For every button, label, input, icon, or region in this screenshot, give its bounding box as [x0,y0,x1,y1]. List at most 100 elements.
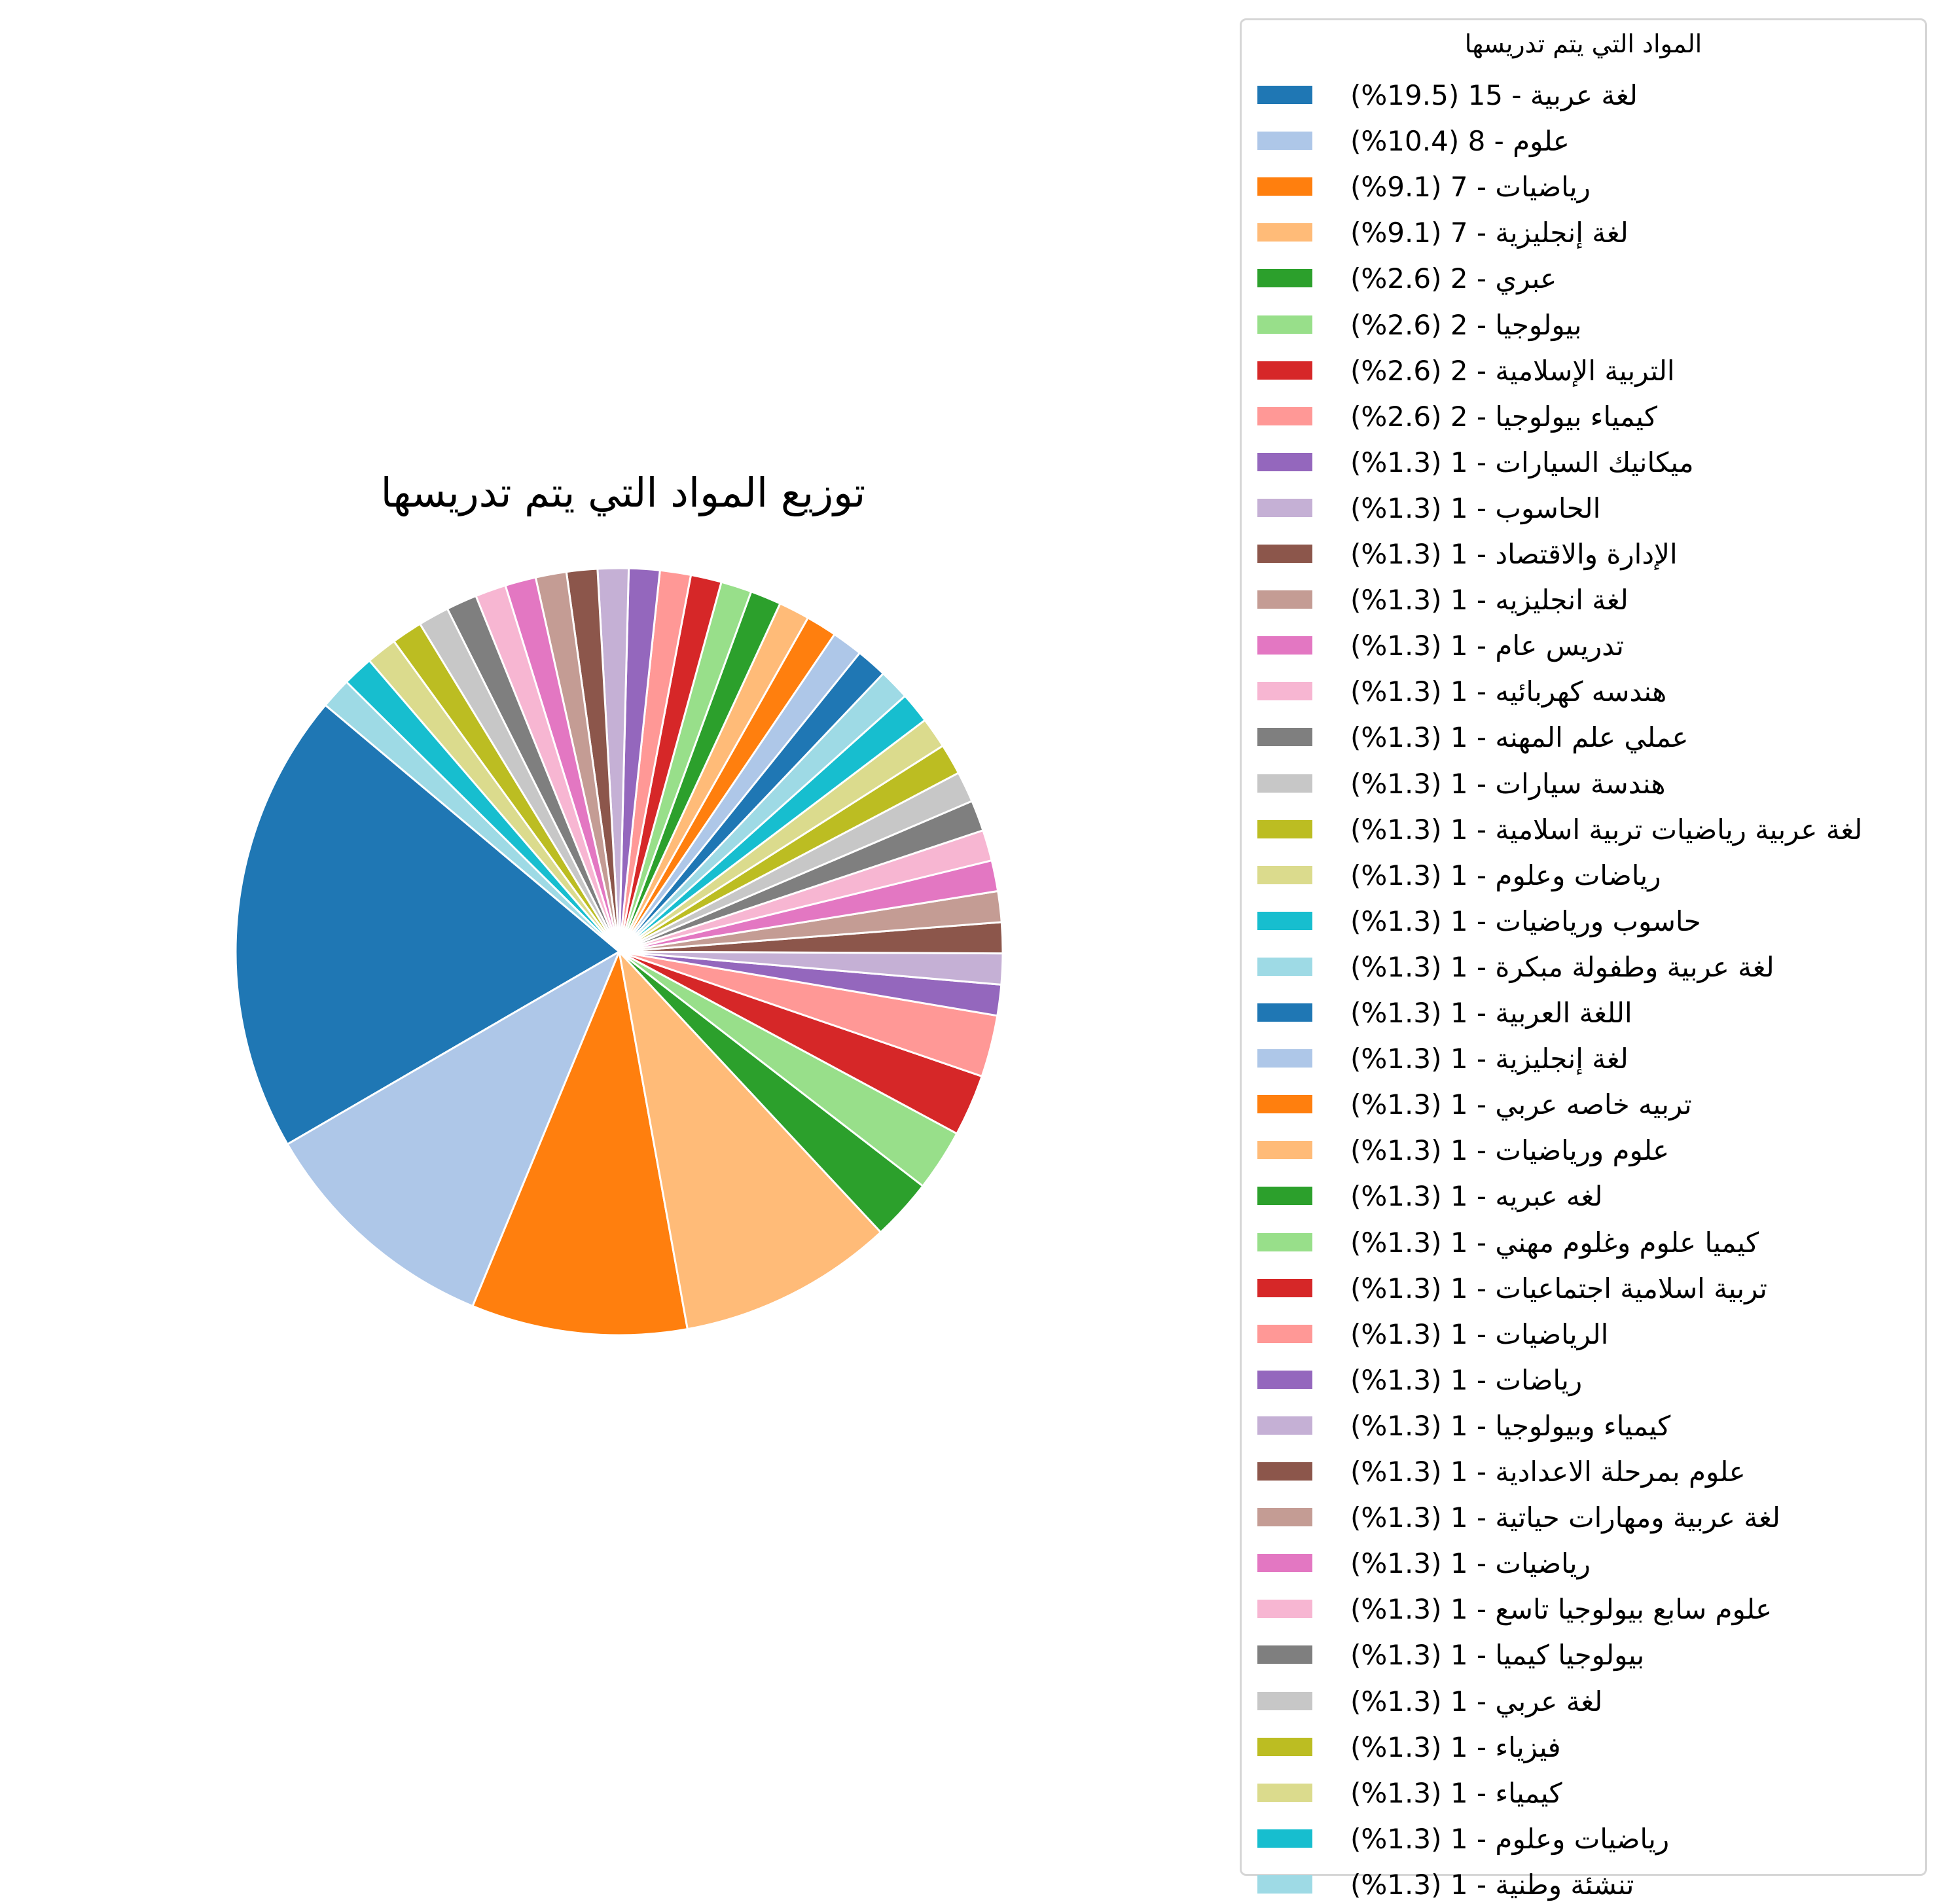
legend-label: رياضات وعلوم - 1 (1.3%) [1350,859,1661,891]
legend-item: كيمياء وبيولوجيا - 1 (1.3%) [1257,1406,1918,1445]
legend-item: لغة عربية رياضيات تربية اسلامية - 1 (1.3… [1257,810,1918,849]
legend-swatch [1257,1049,1312,1068]
legend-swatch [1257,361,1312,380]
legend-swatch [1257,177,1312,196]
legend-item: بيولوجيا كيميا - 1 (1.3%) [1257,1635,1918,1674]
legend-label: تربية اسلامية اجتماعيات - 1 (1.3%) [1350,1272,1767,1304]
legend-label: تنشئة وطنية - 1 (1.3%) [1350,1868,1634,1901]
legend-label: رياضيات - 1 (1.3%) [1350,1547,1591,1580]
legend-label: بيولوجيا - 2 (2.6%) [1350,308,1582,341]
legend-swatch [1257,1095,1312,1114]
legend-label: لغة انجليزيه - 1 (1.3%) [1350,584,1629,617]
legend: المواد التي يتم تدريسها لغة عربية - 15 (… [1240,18,1927,1901]
legend-item: تدريس عام - 1 (1.3%) [1257,626,1918,665]
legend-item: لغه عبريه - 1 (1.3%) [1257,1176,1918,1215]
legend-swatch [1257,223,1312,242]
pie-slices [234,567,1004,1337]
legend-item: لغة إنجليزية - 1 (1.3%) [1257,1039,1918,1078]
legend-title: المواد التي يتم تدريسها [1464,29,1702,58]
legend-item: كيميا علوم وغلوم مهني - 1 (1.3%) [1257,1223,1918,1262]
legend-item: لغة عربية وطفولة مبكرة - 1 (1.3%) [1257,947,1918,986]
legend-swatch [1257,1508,1312,1527]
legend-item: علوم - 8 (10.4%) [1257,121,1918,160]
legend-label: هندسه كهربائيه - 1 (1.3%) [1350,675,1667,708]
legend-swatch [1257,1187,1312,1206]
legend-swatch [1257,1875,1312,1894]
legend-label: عملي علم المهنه - 1 (1.3%) [1350,721,1689,754]
legend-label: فيزياء - 1 (1.3%) [1350,1731,1561,1763]
legend-label: لغة عربية - 15 (19.5%) [1350,79,1638,111]
legend-item: رياضات وعلوم - 1 (1.3%) [1257,855,1918,895]
legend-item: تنشئة وطنية - 1 (1.3%) [1257,1865,1918,1904]
pie-slice-40 [324,681,621,953]
legend-label: رياضيات - 7 (9.1%) [1350,171,1591,204]
legend-label: الحاسوب - 1 (1.3%) [1350,492,1601,524]
legend-swatch [1257,315,1312,334]
legend-item: كيمياء بيولوجيا - 2 (2.6%) [1257,397,1918,436]
legend-label: اللغة العربية - 1 (1.3%) [1350,997,1632,1029]
legend-item: فيزياء - 1 (1.3%) [1257,1727,1918,1767]
legend-label: كيمياء - 1 (1.3%) [1350,1776,1562,1809]
pie-slice-1 [234,704,621,1145]
pie-slice-4 [618,950,882,1331]
legend-item: تربيه خاصه عربي - 1 (1.3%) [1257,1085,1918,1124]
legend-swatch [1257,1324,1312,1343]
chart-title: توزيع المواد التي يتم تدريسها [380,469,866,516]
legend-swatch [1257,728,1312,747]
legend-item: علوم بمرحلة الاعدادية - 1 (1.3%) [1257,1452,1918,1491]
legend-label: الإدارة والاقتصاد - 1 (1.3%) [1350,538,1678,570]
legend-swatch [1257,1645,1312,1664]
legend-swatch [1257,452,1312,471]
legend-swatch [1257,406,1312,425]
legend-label: لغة إنجليزية - 7 (9.1%) [1350,217,1629,249]
legend-swatch [1257,819,1312,838]
legend-item: لغة عربي - 1 (1.3%) [1257,1681,1918,1721]
legend-label: الرياضيات - 1 (1.3%) [1350,1318,1609,1350]
legend-item: الرياضيات - 1 (1.3%) [1257,1314,1918,1354]
legend-swatch [1257,682,1312,701]
legend-swatch [1257,498,1312,517]
legend-item: رياضيات - 1 (1.3%) [1257,1543,1918,1583]
legend-label: كيمياء وبيولوجيا - 1 (1.3%) [1350,1409,1671,1442]
pie-chart [234,567,1004,1337]
legend-swatch [1257,86,1312,104]
legend-item: هندسه كهربائيه - 1 (1.3%) [1257,672,1918,711]
legend-swatch [1257,1416,1312,1435]
pie-slice-3 [471,950,689,1337]
legend-label: لغة عربية ومهارات حياتية - 1 (1.3%) [1350,1501,1780,1534]
legend-item: بيولوجيا - 2 (2.6%) [1257,305,1918,344]
legend-item: اللغة العربية - 1 (1.3%) [1257,993,1918,1032]
legend-label: علوم سابع بيولوجيا تاسع - 1 (1.3%) [1350,1593,1773,1626]
legend-item: رياضيات وعلوم - 1 (1.3%) [1257,1819,1918,1858]
legend-swatch [1257,269,1312,288]
legend-item: لغة عربية ومهارات حياتية - 1 (1.3%) [1257,1498,1918,1537]
legend-swatch [1257,1600,1312,1619]
legend-item: علوم ورياضيات - 1 (1.3%) [1257,1130,1918,1170]
legend-swatch [1257,1370,1312,1389]
legend-label: حاسوب ورياضيات - 1 (1.3%) [1350,905,1701,937]
legend-item: ميكانيك السيارات - 1 (1.3%) [1257,442,1918,482]
legend-label: هندسة سيارات - 1 (1.3%) [1350,767,1666,800]
legend-item: رياضيات - 7 (9.1%) [1257,167,1918,206]
legend-item: تربية اسلامية اجتماعيات - 1 (1.3%) [1257,1268,1918,1308]
legend-label: لغة عربية وطفولة مبكرة - 1 (1.3%) [1350,950,1774,983]
legend-label: تربيه خاصه عربي - 1 (1.3%) [1350,1088,1692,1121]
legend-swatch [1257,590,1312,609]
legend-label: ميكانيك السيارات - 1 (1.3%) [1350,446,1694,478]
legend-label: عبري - 2 (2.6%) [1350,262,1557,295]
legend-swatch [1257,1232,1312,1251]
legend-swatch [1257,1737,1312,1756]
legend-swatch [1257,1691,1312,1710]
legend-swatch [1257,957,1312,976]
legend-swatch [1257,911,1312,930]
legend-swatch [1257,1462,1312,1481]
legend-swatch [1257,132,1312,151]
legend-label: كيميا علوم وغلوم مهني - 1 (1.3%) [1350,1226,1759,1259]
pie-slice-2 [286,950,621,1308]
legend-label: لغة إنجليزية - 1 (1.3%) [1350,1043,1629,1075]
legend-swatch [1257,1783,1312,1802]
legend-label: علوم - 8 (10.4%) [1350,125,1570,158]
legend-label: رياضات - 1 (1.3%) [1350,1363,1583,1396]
legend-item: لغة انجليزيه - 1 (1.3%) [1257,580,1918,619]
legend-swatch [1257,865,1312,884]
